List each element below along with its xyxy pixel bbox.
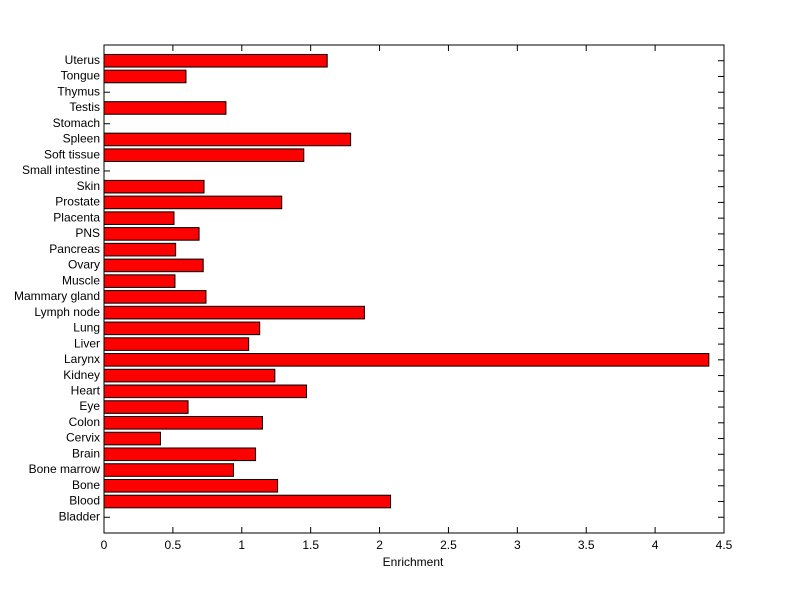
x-tick-label: 4 [652,538,659,552]
bar [103,400,189,414]
x-tick-label: 0.5 [165,538,182,552]
bar [103,447,257,462]
y-tick-label: Cervix [66,431,100,445]
bar [103,227,200,241]
axes-frame [103,44,725,534]
bar [103,384,308,399]
y-tick-label: Brain [72,446,100,460]
x-tick-label: 3 [514,538,521,552]
y-tick-label: Colon [69,415,100,429]
x-tick-label: 0 [101,538,108,552]
bar [103,274,176,288]
bar [103,353,710,367]
x-tick-label: 1 [238,538,245,552]
y-tick-label: Uterus [65,53,100,67]
y-tick-label: Lung [73,321,100,335]
x-tick-label: 2 [376,538,383,552]
y-tick-label: Small intestine [22,163,100,177]
x-tick-label: 4.5 [716,538,733,552]
y-tick-label: Bladder [59,509,100,523]
bar [103,69,187,84]
bar [103,101,227,115]
y-tick-label: Pancreas [49,242,100,256]
bar [103,179,205,194]
bar [103,211,175,225]
y-tick-label: Soft tissue [44,147,100,161]
y-tick-label: Prostate [55,195,100,209]
bar [103,258,204,273]
y-tick-label: PNS [75,226,100,240]
y-tick-label: Eye [79,399,100,413]
y-tick-label: Heart [71,383,101,397]
bar [103,195,283,210]
x-axis-label: Enrichment [383,555,444,569]
y-tick-label: Testis [69,100,100,114]
bar [103,478,279,493]
bar [103,337,250,351]
y-tick-label: Mammary gland [14,289,100,303]
y-tick-label: Tongue [61,69,101,83]
y-tick-label: Bone [72,478,100,492]
bar [103,53,328,68]
y-tick-label: Spleen [63,132,100,146]
y-tick-label: Skin [77,179,100,193]
bar [103,321,261,336]
y-tick-label: Kidney [63,368,100,382]
bar [103,463,235,477]
bar [103,242,177,257]
y-tick-label: Blood [69,494,100,508]
x-tick-label: 1.5 [302,538,319,552]
y-tick-label: Thymus [57,84,100,98]
y-tick-label: Placenta [53,210,100,224]
y-tick-label: Bone marrow [29,462,101,476]
bar [103,132,352,147]
y-tick-label: Stomach [53,116,100,130]
x-tick-label: 2.5 [440,538,457,552]
y-tick-label: Larynx [64,352,100,366]
bar [103,305,365,320]
y-tick-label: Lymph node [34,305,100,319]
bar [103,431,161,446]
bar [103,416,263,430]
y-tick-label: Ovary [68,258,100,272]
bar [103,494,392,509]
bar [103,148,305,162]
x-tick-label: 3.5 [578,538,595,552]
y-tick-label: Muscle [62,273,100,287]
bar [103,290,207,304]
y-tick-label: Liver [74,336,100,350]
bar [103,368,276,383]
